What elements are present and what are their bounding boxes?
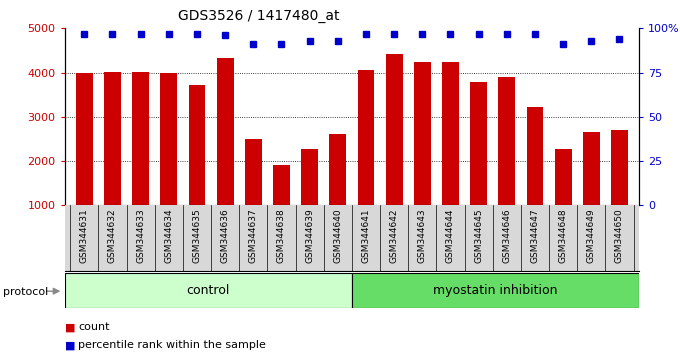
Text: control: control: [186, 284, 230, 297]
Bar: [526, 107, 543, 205]
Text: GSM344634: GSM344634: [165, 209, 173, 263]
Text: percentile rank within the sample: percentile rank within the sample: [78, 340, 266, 350]
Text: GSM344640: GSM344640: [333, 209, 342, 263]
Bar: [76, 74, 92, 205]
Text: GSM344642: GSM344642: [390, 209, 398, 263]
Text: ■: ■: [65, 322, 79, 332]
Text: GSM344646: GSM344646: [503, 209, 511, 263]
Bar: [329, 134, 346, 205]
Text: GSM344644: GSM344644: [446, 209, 455, 263]
Bar: [498, 77, 515, 205]
Text: GDS3526 / 1417480_at: GDS3526 / 1417480_at: [177, 9, 339, 23]
Text: GSM344637: GSM344637: [249, 209, 258, 263]
Text: GSM344638: GSM344638: [277, 209, 286, 263]
Text: GSM344635: GSM344635: [192, 209, 201, 263]
Bar: [583, 132, 600, 205]
Text: GSM344648: GSM344648: [559, 209, 568, 263]
Bar: [104, 72, 121, 205]
Bar: [611, 130, 628, 205]
Text: GSM344643: GSM344643: [418, 209, 427, 263]
Text: GSM344633: GSM344633: [136, 209, 145, 263]
Bar: [188, 85, 205, 205]
Bar: [301, 149, 318, 205]
Bar: [65, 273, 352, 308]
Text: GSM344632: GSM344632: [108, 209, 117, 263]
Text: myostatin inhibition: myostatin inhibition: [433, 284, 558, 297]
Bar: [555, 149, 572, 205]
Text: GSM344649: GSM344649: [587, 209, 596, 263]
Bar: [217, 58, 234, 205]
Text: GSM344647: GSM344647: [530, 209, 539, 263]
Bar: [442, 62, 459, 205]
Text: GSM344650: GSM344650: [615, 209, 624, 263]
Text: ■: ■: [65, 340, 79, 350]
Bar: [160, 73, 177, 205]
Bar: [245, 139, 262, 205]
Text: GSM344639: GSM344639: [305, 209, 314, 263]
Bar: [386, 53, 403, 205]
Bar: [358, 70, 375, 205]
Text: GSM344645: GSM344645: [474, 209, 483, 263]
Bar: [414, 62, 430, 205]
Bar: [352, 273, 639, 308]
Bar: [132, 72, 149, 205]
Bar: [273, 165, 290, 205]
Text: GSM344631: GSM344631: [80, 209, 89, 263]
Text: protocol: protocol: [3, 287, 49, 297]
Bar: [470, 82, 487, 205]
Text: count: count: [78, 322, 109, 332]
Text: GSM344636: GSM344636: [220, 209, 230, 263]
Text: GSM344641: GSM344641: [362, 209, 371, 263]
